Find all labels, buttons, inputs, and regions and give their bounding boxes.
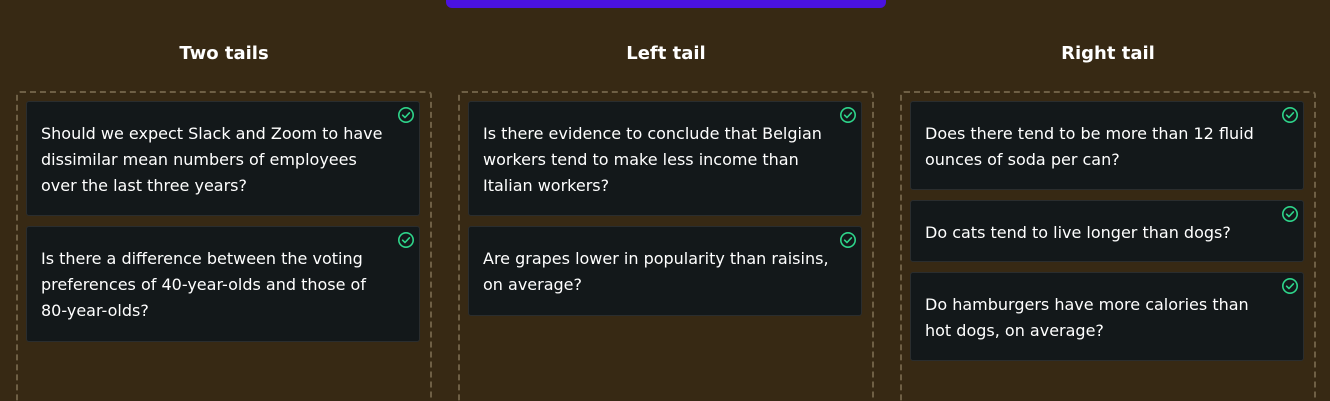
dropzone-right-tail[interactable] (900, 91, 1316, 401)
dropzone-left-tail[interactable] (458, 91, 874, 401)
card-text: Should we expect Slack and Zoom to have … (41, 124, 383, 195)
draggable-card[interactable]: Should we expect Slack and Zoom to have … (26, 101, 420, 216)
card-text: Are grapes lower in popularity than rais… (483, 249, 829, 294)
check-circle-icon (840, 107, 856, 123)
check-circle-icon (398, 232, 414, 248)
card-text: Does there tend to be more than 12 fluid… (925, 124, 1254, 169)
check-circle-icon (1282, 107, 1298, 123)
column-two-tails: Two tails Should we expect Slack and Zoo… (16, 0, 432, 401)
draggable-card[interactable]: Is there a difference between the voting… (26, 226, 420, 342)
submit-button[interactable] (446, 0, 886, 8)
card-text: Do hamburgers have more calories than ho… (925, 295, 1249, 340)
column-title: Left tail (626, 43, 706, 64)
column-title: Two tails (179, 43, 269, 64)
draggable-card[interactable]: Are grapes lower in popularity than rais… (468, 226, 862, 316)
column-right-tail: Right tail Does there tend to be more th… (900, 0, 1316, 401)
check-circle-icon (1282, 206, 1298, 222)
draggable-card[interactable]: Do hamburgers have more calories than ho… (910, 272, 1304, 361)
card-text: Do cats tend to live longer than dogs? (925, 223, 1231, 242)
dropzone-two-tails[interactable] (16, 91, 432, 401)
card-text: Is there evidence to conclude that Belgi… (483, 124, 822, 195)
check-circle-icon (1282, 278, 1298, 294)
column-left-tail: Left tail Is there evidence to conclude … (458, 0, 874, 401)
check-circle-icon (840, 232, 856, 248)
column-title: Right tail (1061, 43, 1155, 64)
draggable-card[interactable]: Do cats tend to live longer than dogs? (910, 200, 1304, 262)
check-circle-icon (398, 107, 414, 123)
draggable-card[interactable]: Is there evidence to conclude that Belgi… (468, 101, 862, 216)
card-text: Is there a difference between the voting… (41, 249, 366, 320)
draggable-card[interactable]: Does there tend to be more than 12 fluid… (910, 101, 1304, 190)
